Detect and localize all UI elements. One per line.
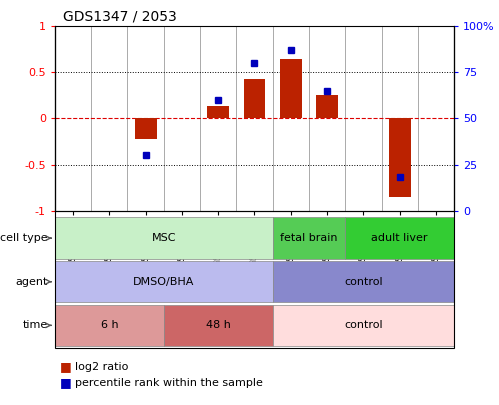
Bar [55,217,272,259]
Text: MSC: MSC [152,233,176,243]
Text: DMSO/BHA: DMSO/BHA [133,277,195,287]
Bar [164,305,272,346]
Bar [389,118,411,197]
Text: adult liver: adult liver [371,233,428,243]
Bar [244,79,265,118]
Text: GDS1347 / 2053: GDS1347 / 2053 [63,10,177,24]
Bar [272,261,454,303]
Text: control: control [344,320,383,330]
Text: 6 h: 6 h [100,320,118,330]
Bar [345,217,454,259]
Text: cell type: cell type [0,233,47,243]
Text: time: time [22,320,47,330]
Bar [207,107,229,118]
Bar [55,305,164,346]
Bar [135,118,157,139]
Text: ■: ■ [60,376,72,389]
Text: 48 h: 48 h [206,320,231,330]
Bar [316,96,338,118]
Bar [55,261,272,303]
Bar [272,305,454,346]
Text: control: control [344,277,383,287]
Text: percentile rank within the sample: percentile rank within the sample [75,378,263,388]
Bar [272,217,345,259]
Bar [280,59,302,118]
Text: agent: agent [15,277,47,287]
Text: ■: ■ [60,360,72,373]
Text: log2 ratio: log2 ratio [75,362,128,371]
Text: fetal brain: fetal brain [280,233,338,243]
